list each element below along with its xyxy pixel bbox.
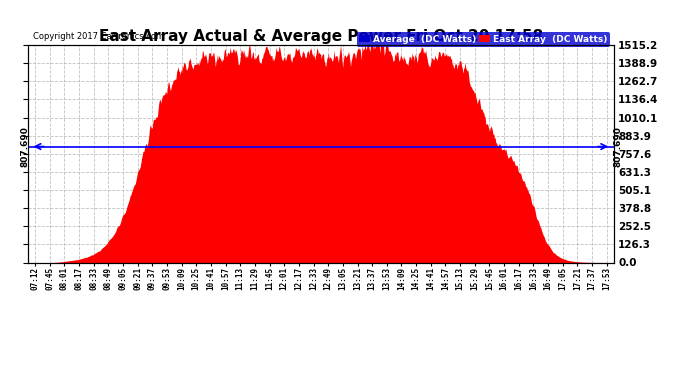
Text: Copyright 2017 Cartronics.com: Copyright 2017 Cartronics.com (34, 32, 165, 40)
Text: 807.690: 807.690 (614, 126, 623, 167)
Legend: Average  (DC Watts), East Array  (DC Watts): Average (DC Watts), East Array (DC Watts… (357, 32, 609, 46)
Text: 807.690: 807.690 (20, 126, 29, 167)
Title: East Array Actual & Average Power Fri Oct 20 17:58: East Array Actual & Average Power Fri Oc… (99, 29, 543, 44)
